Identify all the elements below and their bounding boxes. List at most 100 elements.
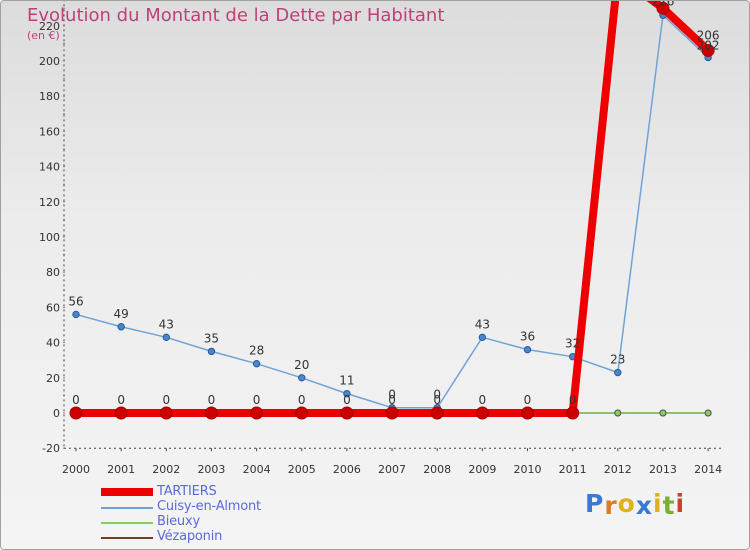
- data-label: 36: [520, 330, 535, 344]
- data-label: 0: [117, 393, 125, 407]
- data-point: [430, 406, 444, 420]
- data-label: 0: [343, 393, 351, 407]
- legend-label-cuisy: Cuisy-en-Almont: [157, 499, 261, 514]
- data-label: 0: [388, 388, 396, 402]
- data-point: [114, 406, 128, 420]
- x-tick-label: 2009: [468, 463, 496, 476]
- x-tick-label: 2000: [62, 463, 90, 476]
- legend-swatch-vezaponin: [101, 537, 153, 539]
- data-point: [204, 406, 218, 420]
- y-tick-label: 60: [46, 301, 60, 314]
- chart-subtitle: (en €): [27, 29, 60, 42]
- data-point: [117, 323, 125, 331]
- series-line-cuisy-en-almont: [75, 14, 709, 409]
- data-label: 0: [433, 393, 441, 407]
- data-label: 20: [294, 358, 309, 372]
- logo-letter: i: [653, 489, 663, 518]
- x-tick-label: 2014: [694, 463, 722, 476]
- data-point: [295, 406, 309, 420]
- x-tick-label: 2013: [649, 463, 677, 476]
- data-label: 11: [339, 374, 354, 388]
- proxiti-logo: Proxiti: [585, 489, 686, 520]
- x-tick-label: 2010: [514, 463, 542, 476]
- chart-title: Evolution du Montant de la Dette par Hab…: [27, 5, 445, 26]
- data-point: [656, 1, 670, 15]
- data-point: [614, 409, 622, 417]
- data-point: [704, 409, 712, 417]
- data-label: 35: [204, 331, 219, 345]
- data-point: [343, 389, 351, 398]
- data-label: 0: [162, 393, 170, 407]
- data-point: [521, 406, 534, 420]
- x-tick-label: 2011: [559, 463, 587, 476]
- y-tick-label: -20: [42, 442, 60, 455]
- x-tick-label: 2012: [604, 463, 632, 476]
- x-tick-label: 2007: [378, 463, 406, 476]
- data-label: 0: [479, 393, 487, 407]
- x-tick-label: 2004: [243, 463, 271, 476]
- data-point: [69, 406, 83, 420]
- x-tick-label: 2002: [152, 463, 180, 476]
- data-label: 0: [208, 393, 216, 407]
- y-tick-label: 20: [46, 372, 60, 385]
- logo-letter: i: [675, 489, 686, 518]
- legend-swatch-tartiers: [101, 488, 153, 496]
- data-label: 43: [475, 317, 490, 331]
- logo-letter: r: [604, 491, 618, 520]
- data-label: 28: [249, 344, 264, 358]
- data-label: 0: [433, 388, 441, 402]
- y-tick-label: 140: [39, 161, 60, 174]
- y-tick-label: 120: [39, 196, 60, 209]
- logo-letter: o: [617, 489, 636, 518]
- data-point: [159, 406, 173, 420]
- data-label: 0: [388, 393, 396, 407]
- data-label: 226: [651, 1, 674, 8]
- data-point: [701, 43, 715, 57]
- legend-label-bieuxy: Bieuxy: [157, 514, 200, 529]
- x-tick-label: 2008: [423, 463, 451, 476]
- logo-letter: t: [662, 491, 676, 520]
- data-point: [385, 406, 399, 420]
- y-tick-label: 0: [53, 407, 60, 420]
- data-point: [475, 406, 489, 420]
- data-point: [207, 347, 216, 356]
- data-label: 206: [697, 28, 720, 42]
- data-label: 0: [253, 393, 261, 407]
- logo-letter: P: [585, 489, 605, 518]
- data-label: 0: [524, 393, 532, 407]
- y-tick-label: 180: [39, 90, 60, 103]
- legend-swatch-bieuxy: [101, 522, 153, 524]
- data-point: [252, 360, 261, 368]
- data-label: 23: [610, 353, 625, 367]
- data-point: [478, 333, 487, 342]
- y-tick-label: 40: [46, 337, 60, 350]
- legend-label-tartiers: TARTIERS: [157, 484, 217, 499]
- y-tick-label: 80: [46, 266, 60, 279]
- data-point: [162, 333, 171, 342]
- x-tick-label: 2006: [333, 463, 361, 476]
- data-label: 0: [569, 393, 577, 407]
- data-label: 43: [159, 317, 174, 331]
- data-point: [298, 374, 306, 382]
- data-label: 0: [72, 393, 80, 407]
- legend-swatch-cuisy: [101, 507, 153, 509]
- data-point: [72, 310, 80, 319]
- data-point: [614, 368, 622, 377]
- data-point: [523, 345, 532, 354]
- data-label: 202: [697, 38, 720, 52]
- data-point: [250, 406, 264, 420]
- data-point: [566, 406, 580, 420]
- data-label: 56: [68, 294, 83, 308]
- x-tick-label: 2003: [197, 463, 225, 476]
- y-tick-label: 220: [39, 20, 60, 33]
- data-label: 0: [298, 393, 306, 407]
- series-line-tartiers: [72, 1, 713, 417]
- data-label: 32: [565, 337, 580, 351]
- data-point: [659, 409, 667, 417]
- legend-label-vezaponin: Vézaponin: [157, 529, 223, 544]
- data-point: [340, 406, 354, 420]
- y-tick-label: 200: [39, 55, 60, 68]
- logo-letter: x: [635, 491, 653, 520]
